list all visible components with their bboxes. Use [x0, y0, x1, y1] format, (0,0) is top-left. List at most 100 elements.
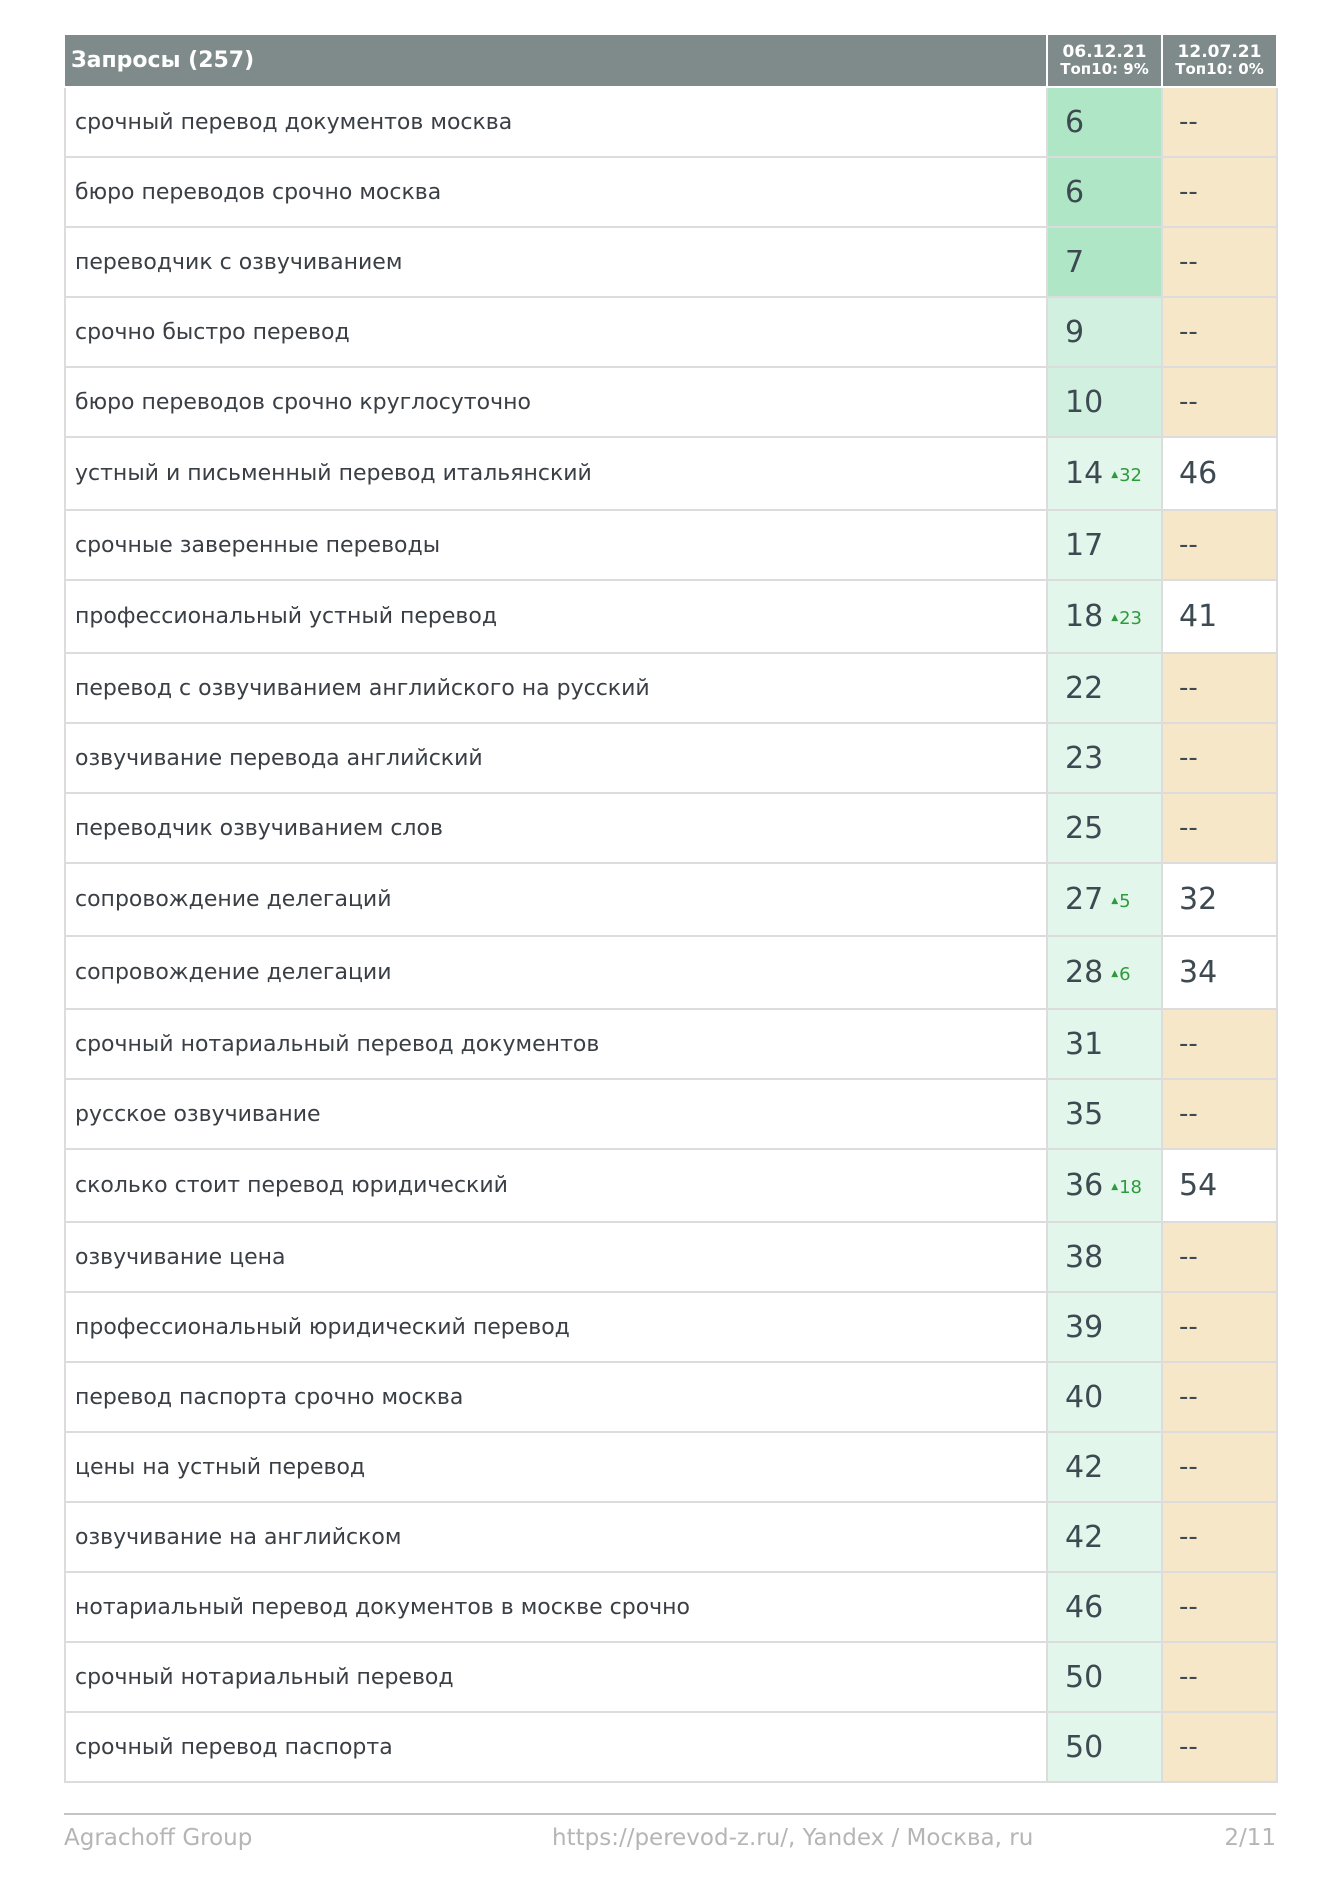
position-current: 6: [1065, 104, 1085, 140]
position-current-cell: 23: [1046, 723, 1163, 794]
position-current: 17: [1065, 527, 1104, 563]
position-previous: --: [1161, 1009, 1278, 1080]
position-change-value: 32: [1119, 465, 1143, 486]
position-current-cell: 40: [1046, 1362, 1163, 1433]
query-text: бюро переводов срочно москва: [64, 157, 1048, 228]
position-previous: 34: [1161, 936, 1278, 1010]
position-previous: --: [1161, 227, 1278, 298]
position-previous: --: [1161, 157, 1278, 228]
position-previous: --: [1161, 793, 1278, 864]
query-text: переводчик с озвучиванием: [64, 227, 1048, 298]
query-text: профессиональный юридический перевод: [64, 1292, 1048, 1363]
position-previous: --: [1161, 653, 1278, 724]
query-text: бюро переводов срочно круглосуточно: [64, 367, 1048, 438]
table-row: профессиональный юридический перевод 39 --: [64, 1292, 1278, 1363]
column-top10: Топ10: 0%: [1175, 59, 1264, 78]
table-row: срочный перевод документов москва 6 --: [64, 87, 1278, 158]
query-text: сопровождение делегации: [64, 936, 1048, 1010]
table-row: срочные заверенные переводы 17 --: [64, 510, 1278, 581]
position-current-cell: 42: [1046, 1432, 1163, 1503]
position-current-cell: 50: [1046, 1712, 1163, 1783]
position-current: 10: [1065, 384, 1104, 420]
query-text: перевод с озвучиванием английского на ру…: [64, 653, 1048, 724]
table-row: бюро переводов срочно круглосуточно 10 --: [64, 367, 1278, 438]
position-previous: --: [1161, 1362, 1278, 1433]
position-current-cell: 50: [1046, 1642, 1163, 1713]
position-current-cell: 31: [1046, 1009, 1163, 1080]
table-row: срочный нотариальный перевод документов 3…: [64, 1009, 1278, 1080]
position-current-cell: 39: [1046, 1292, 1163, 1363]
query-text: профессиональный устный перевод: [64, 580, 1048, 654]
position-current-cell: 35: [1046, 1079, 1163, 1150]
query-text: срочный нотариальный перевод документов: [64, 1009, 1048, 1080]
position-previous: 54: [1161, 1149, 1278, 1223]
position-change: ▲18: [1111, 1177, 1142, 1198]
table-row: срочный нотариальный перевод 50 --: [64, 1642, 1278, 1713]
position-previous: 32: [1161, 863, 1278, 937]
footer-page-number: 2/11: [1224, 1825, 1276, 1851]
table-row: устный и письменный перевод итальянский 1…: [64, 437, 1278, 511]
position-previous: --: [1161, 367, 1278, 438]
column-top10: Топ10: 9%: [1060, 59, 1149, 78]
position-previous: --: [1161, 1432, 1278, 1503]
position-change: ▲5: [1111, 891, 1130, 912]
position-previous: --: [1161, 1712, 1278, 1783]
query-text: срочный перевод паспорта: [64, 1712, 1048, 1783]
table-row: сколько стоит перевод юридический 36 ▲18 54: [64, 1149, 1278, 1223]
position-previous: --: [1161, 297, 1278, 368]
table-row: сопровождение делегаций 27 ▲5 32: [64, 863, 1278, 937]
table-row: озвучивание перевода английский 23 --: [64, 723, 1278, 794]
position-previous: --: [1161, 1079, 1278, 1150]
position-previous: --: [1161, 510, 1278, 581]
position-current: 18: [1065, 599, 1104, 634]
table-row: перевод паспорта срочно москва 40 --: [64, 1362, 1278, 1433]
position-current-cell: 6: [1046, 87, 1163, 158]
position-current-cell: 22: [1046, 653, 1163, 724]
position-current-cell: 9: [1046, 297, 1163, 368]
query-text: нотариальный перевод документов в москве…: [64, 1572, 1048, 1643]
query-text: срочные заверенные переводы: [64, 510, 1048, 581]
position-previous: --: [1161, 1572, 1278, 1643]
query-text: срочно быстро перевод: [64, 297, 1048, 368]
position-current: 27: [1065, 882, 1104, 917]
rankings-table: Запросы (257) 06.12.21 Топ10: 9% 12.07.2…: [64, 33, 1278, 1783]
position-current-cell: 28 ▲6: [1046, 936, 1163, 1010]
table-row: озвучивание цена 38 --: [64, 1222, 1278, 1293]
position-current: 42: [1065, 1519, 1104, 1555]
table-row: русское озвучивание 35 --: [64, 1079, 1278, 1150]
footer-divider: [64, 1813, 1276, 1815]
position-current-cell: 36 ▲18: [1046, 1149, 1163, 1223]
position-change: ▲23: [1111, 608, 1142, 629]
date-column-header-1: 06.12.21 Топ10: 9%: [1046, 33, 1163, 88]
table-row: цены на устный перевод 42 --: [64, 1432, 1278, 1503]
up-arrow-icon: ▲: [1111, 896, 1119, 906]
query-text: перевод паспорта срочно москва: [64, 1362, 1048, 1433]
position-current: 28: [1065, 955, 1104, 990]
position-current-cell: 6: [1046, 157, 1163, 228]
query-text: русское озвучивание: [64, 1079, 1048, 1150]
table-row: срочный перевод паспорта 50 --: [64, 1712, 1278, 1783]
position-change: ▲6: [1111, 964, 1130, 985]
query-text: цены на устный перевод: [64, 1432, 1048, 1503]
position-current-cell: 10: [1046, 367, 1163, 438]
position-change-value: 23: [1119, 608, 1143, 629]
table-row: озвучивание на английском 42 --: [64, 1502, 1278, 1573]
position-current-cell: 7: [1046, 227, 1163, 298]
position-previous: --: [1161, 87, 1278, 158]
position-current-cell: 46: [1046, 1572, 1163, 1643]
position-current-cell: 38: [1046, 1222, 1163, 1293]
position-previous: 41: [1161, 580, 1278, 654]
position-change-value: 5: [1119, 891, 1131, 912]
table-row: перевод с озвучиванием английского на ру…: [64, 653, 1278, 724]
position-current: 7: [1065, 244, 1085, 280]
query-text: срочный перевод документов москва: [64, 87, 1048, 158]
query-text: переводчик озвучиванием слов: [64, 793, 1048, 864]
position-change-value: 18: [1119, 1177, 1143, 1198]
table-row: срочно быстро перевод 9 --: [64, 297, 1278, 368]
query-text: озвучивание перевода английский: [64, 723, 1048, 794]
table-body: срочный перевод документов москва 6 -- бюро…: [64, 87, 1278, 1783]
position-current: 25: [1065, 810, 1104, 846]
up-arrow-icon: ▲: [1111, 470, 1119, 480]
table-row: бюро переводов срочно москва 6 --: [64, 157, 1278, 228]
position-current: 9: [1065, 314, 1085, 350]
